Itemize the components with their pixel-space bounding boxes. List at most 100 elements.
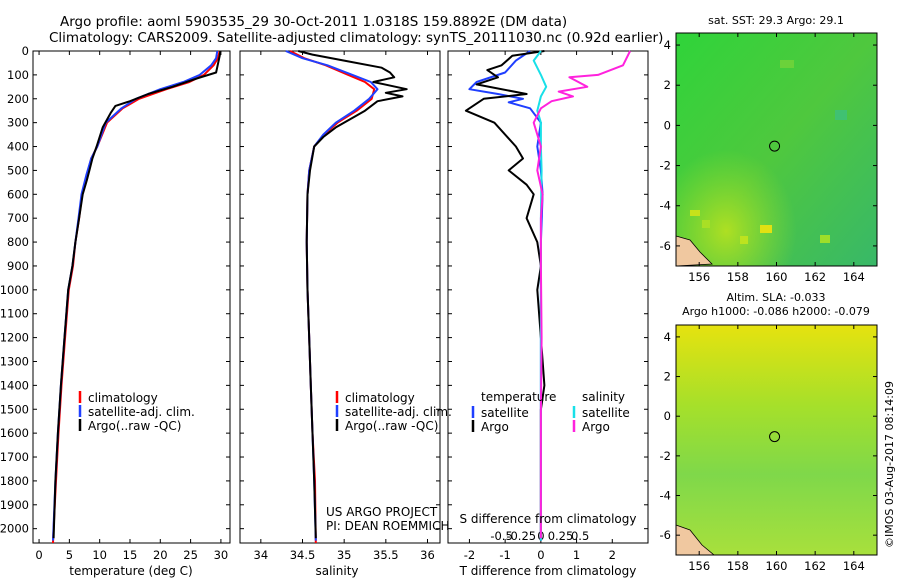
legend-label: satellite-adj. clim. [88, 405, 195, 419]
depth-tick-label: 1900 [0, 498, 29, 512]
sla-map-axis-ticks: 156 158 160 162 164 -6 -4 -2 0 2 4 [660, 325, 877, 573]
depth-tick-label: 1500 [0, 402, 29, 416]
difference-profile-lines [464, 50, 631, 541]
figure-title-line2: Climatology: CARS2009. Satellite-adjuste… [49, 30, 663, 46]
sla-map-panel: Altim. SLA: -0.033 Argo h1000: -0.086 h2… [660, 291, 878, 573]
map-y-tick-label: 4 [664, 330, 671, 344]
x-tick-label: -1 [499, 548, 510, 562]
series-line-salinity-argo [532, 50, 631, 539]
depth-tick-label: 1800 [0, 474, 29, 488]
map-x-tick-label: 160 [766, 559, 788, 573]
legend-label: Argo(..raw -QC) [345, 419, 438, 433]
temperature-profile-lines [52, 50, 222, 544]
x-tick-label: 0 [35, 548, 42, 562]
map-x-tick-label: 158 [727, 270, 749, 284]
map-y-tick-label: -6 [660, 239, 671, 253]
depth-tick-label: 800 [7, 235, 29, 249]
legend-label: Argo [582, 420, 610, 434]
x-tick-label: 15 [123, 548, 138, 562]
depth-tick-label: 1100 [0, 307, 29, 321]
map-y-tick-label: -4 [660, 489, 671, 503]
temperature-panel: 0100200300400500600700800900100011001200… [0, 44, 231, 578]
depth-tick-label: 300 [7, 116, 29, 130]
legend-label: satellite [582, 406, 630, 420]
depth-tick-label: 1200 [0, 331, 29, 345]
s-diff-tick-label: -0.5 [490, 529, 512, 543]
legend-label: Argo [481, 420, 509, 434]
project-annotation-line2: PI: DEAN ROEMMICH [326, 519, 449, 533]
salinity-profile-lines [285, 50, 408, 544]
map-x-tick-label: 162 [804, 559, 826, 573]
sst-map-title: sat. SST: 29.3 Argo: 29.1 [708, 14, 844, 27]
map-x-tick-label: 156 [688, 270, 710, 284]
depth-tick-label: 700 [7, 211, 29, 225]
sst-map-panel: sat. SST: 29.3 Argo: 29.1 156 158 160 162 16… [660, 14, 878, 284]
x-tick-label: 34.5 [290, 548, 316, 562]
depth-tick-label: 1600 [0, 426, 29, 440]
map-y-tick-label: -2 [660, 449, 671, 463]
map-x-tick-label: 164 [843, 270, 865, 284]
series-line-satellite-adj-clim- [285, 50, 379, 541]
x-tick-label: 2 [609, 548, 616, 562]
legend-header-temperature: temperature [481, 390, 556, 404]
legend-label: climatology [345, 391, 415, 405]
depth-tick-label: 1400 [0, 378, 29, 392]
legend-label: satellite-adj. clim. [345, 405, 452, 419]
map-y-tick-label: 4 [664, 38, 671, 52]
map-y-tick-label: -2 [660, 159, 671, 173]
depth-tick-label: 900 [7, 259, 29, 273]
sst-argo-location-marker [769, 140, 781, 152]
difference-panel: -2 -1 0 1 2 -0.5-0.25 0 0.250.5 temperature sal… [447, 50, 649, 578]
x-tick-label: 5 [66, 548, 73, 562]
sla-map-title-line2: Argo h1000: -0.086 h2000: -0.079 [682, 305, 870, 318]
series-line-argo-raw-qc- [52, 50, 222, 539]
difference-plot-frame [447, 50, 649, 544]
sla-map-field [676, 325, 877, 555]
depth-tick-label: 2000 [0, 522, 29, 536]
depth-tick-label: 500 [7, 163, 29, 177]
temperature-axis-label: temperature (deg C) [69, 564, 192, 578]
x-tick-label: 0 [537, 548, 544, 562]
difference-depth-ticks [448, 50, 648, 530]
legend-label: climatology [88, 391, 158, 405]
imos-timestamp: ©IMOS 03-Aug-2017 08:14:09 [883, 381, 896, 548]
x-tick-label: 10 [92, 548, 107, 562]
depth-tick-label: 600 [7, 187, 29, 201]
map-y-tick-label: 2 [664, 370, 671, 384]
sst-speckle-pattern [690, 60, 847, 244]
depth-axis-ticks: 0 100 200 300 400 500 600 700 800 900 1000 1100 1200… [0, 44, 230, 536]
sla-argo-location-marker [769, 431, 781, 443]
s-diff-tick-label: 0.25 [548, 529, 574, 543]
map-y-tick-label: 0 [664, 409, 671, 423]
s-difference-axis-label: S difference from climatology [460, 512, 637, 526]
series-line-climatology [289, 50, 376, 544]
map-y-tick-label: -4 [660, 199, 671, 213]
legend-label: Argo(..raw -QC) [88, 419, 181, 433]
series-line-climatology [52, 50, 221, 544]
s-difference-axis-ticks: -0.5-0.25 0 0.250.5 [490, 529, 589, 543]
temperature-plot-frame [32, 50, 231, 544]
salinity-panel: 34 34.5 35 35.5 36 climatologysatellite-adj.… [239, 50, 452, 578]
s-diff-tick-label: -0.25 [506, 529, 536, 543]
s-diff-tick-label: 0.5 [571, 529, 589, 543]
sst-map-axis-ticks: 156 158 160 162 164 -6 -4 -2 0 2 4 [660, 33, 877, 284]
depth-tick-label: 1700 [0, 450, 29, 464]
depth-tick-label: 200 [7, 92, 29, 106]
x-tick-label: 25 [183, 548, 198, 562]
legend-header-salinity: salinity [582, 390, 625, 404]
map-x-tick-label: 156 [688, 559, 710, 573]
x-tick-label: 36 [420, 548, 435, 562]
t-difference-axis-label: T difference from climatology [459, 564, 637, 578]
x-tick-label: 20 [153, 548, 168, 562]
depth-tick-label: 1000 [0, 283, 29, 297]
series-line-temperature-argo [464, 50, 546, 539]
depth-tick-label: 1300 [0, 354, 29, 368]
map-x-tick-label: 162 [804, 270, 826, 284]
x-tick-label: -2 [464, 548, 475, 562]
project-annotation-line1: US ARGO PROJECT [326, 505, 438, 519]
series-line-satellite-adj-clim- [52, 50, 219, 541]
temperature-axis-ticks: 0 5 10 15 20 25 30 [35, 51, 228, 562]
